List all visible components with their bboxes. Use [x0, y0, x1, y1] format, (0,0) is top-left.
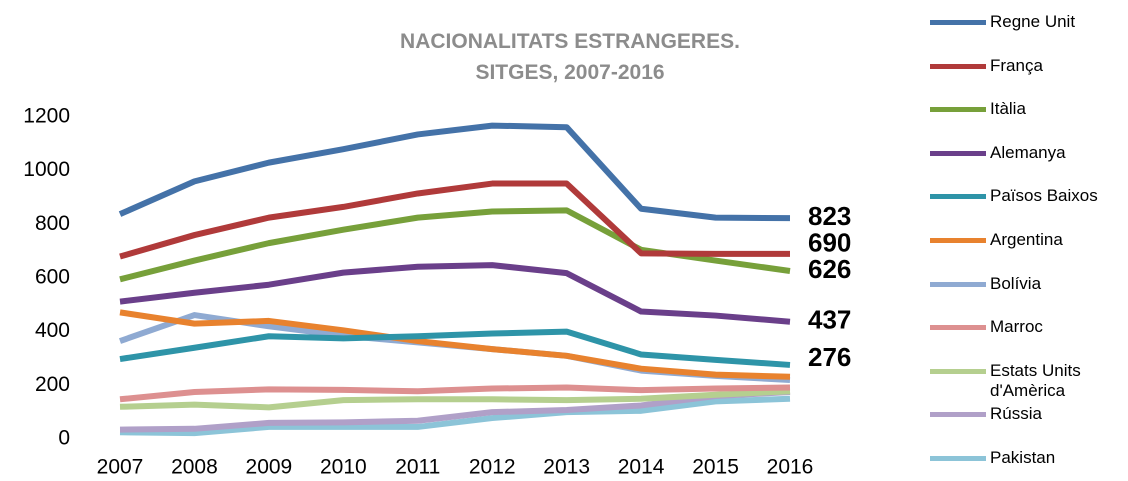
- legend-item: Argentina: [930, 230, 1120, 250]
- x-tick-label: 2009: [246, 456, 293, 479]
- x-tick-label: 2013: [543, 456, 590, 479]
- x-tick-label: 2010: [320, 456, 367, 479]
- legend-swatch: [930, 238, 986, 243]
- legend-item: Marroc: [930, 317, 1120, 337]
- legend-swatch: [930, 63, 986, 69]
- legend-swatch: [930, 325, 986, 331]
- legend-swatch: [930, 20, 986, 25]
- legend-item: Regne Unit: [930, 12, 1120, 32]
- y-tick-label: 600: [35, 266, 70, 289]
- x-tick-label: 2014: [618, 456, 665, 479]
- chart-title: NACIONALITATS ESTRANGERES. SITGES, 2007-…: [400, 30, 740, 84]
- data-label: 626: [808, 254, 851, 284]
- legend-label: Alemanya: [990, 142, 1066, 162]
- legend-item: França: [930, 56, 1120, 76]
- series-line: [119, 388, 791, 411]
- legend-swatch: [930, 150, 986, 156]
- y-tick-label: 1000: [23, 158, 70, 181]
- legend-label: Rússia: [990, 404, 1042, 424]
- legend-label: Itàlia: [990, 99, 1026, 119]
- series-line: [119, 328, 791, 368]
- series-line: [119, 262, 791, 325]
- legend-item: Estats Units d'Amèrica: [930, 361, 1120, 401]
- y-tick-label: 200: [35, 373, 70, 396]
- legend-item: Itàlia: [930, 99, 1120, 119]
- legend-item: Alemanya: [930, 143, 1120, 163]
- data-label: 437: [808, 305, 851, 335]
- legend-swatch: [930, 107, 986, 113]
- legend-label: Estats Units d'Amèrica: [990, 360, 1081, 400]
- legend-swatch: [930, 194, 986, 200]
- legend-label: Països Baixos: [990, 186, 1098, 206]
- y-tick-label: 0: [58, 427, 70, 450]
- series-line: [119, 389, 791, 433]
- series-line: [119, 395, 791, 437]
- legend-item: Països Baixos: [930, 186, 1120, 206]
- legend-label: Argentina: [990, 230, 1063, 249]
- legend-label: Bolívia: [990, 273, 1042, 293]
- y-tick-label: 400: [35, 319, 70, 342]
- legend-label: Marroc: [990, 317, 1043, 337]
- series-line: [119, 309, 791, 380]
- y-tick-label: 800: [35, 212, 70, 235]
- legend-label: França: [990, 55, 1043, 75]
- x-tick-label: 2015: [692, 456, 739, 479]
- legend-label: Regne Unit: [990, 12, 1076, 31]
- x-tick-label: 2011: [395, 456, 440, 479]
- legend-item: Bolívia: [930, 274, 1120, 294]
- series-line: [119, 180, 790, 260]
- legend-swatch: [930, 412, 986, 418]
- data-label: 276: [808, 342, 851, 372]
- x-tick-label: 2016: [767, 456, 814, 479]
- legend-label: Pakistan: [990, 448, 1056, 467]
- legend-swatch: [930, 456, 986, 461]
- x-tick-label: 2007: [97, 456, 144, 479]
- series-line: [119, 384, 791, 403]
- x-tick-label: 2008: [171, 456, 218, 479]
- legend-item: Rússia: [930, 404, 1120, 424]
- legend-swatch: [930, 281, 986, 287]
- x-tick-label: 2012: [469, 456, 516, 479]
- series-line: [119, 207, 791, 283]
- legend-swatch: [930, 368, 986, 374]
- data-label: 823: [808, 201, 851, 231]
- data-label: 690: [808, 228, 851, 258]
- legend-item: Pakistan: [930, 448, 1120, 468]
- y-tick-label: 1200: [23, 105, 70, 128]
- series-line: [118, 122, 791, 222]
